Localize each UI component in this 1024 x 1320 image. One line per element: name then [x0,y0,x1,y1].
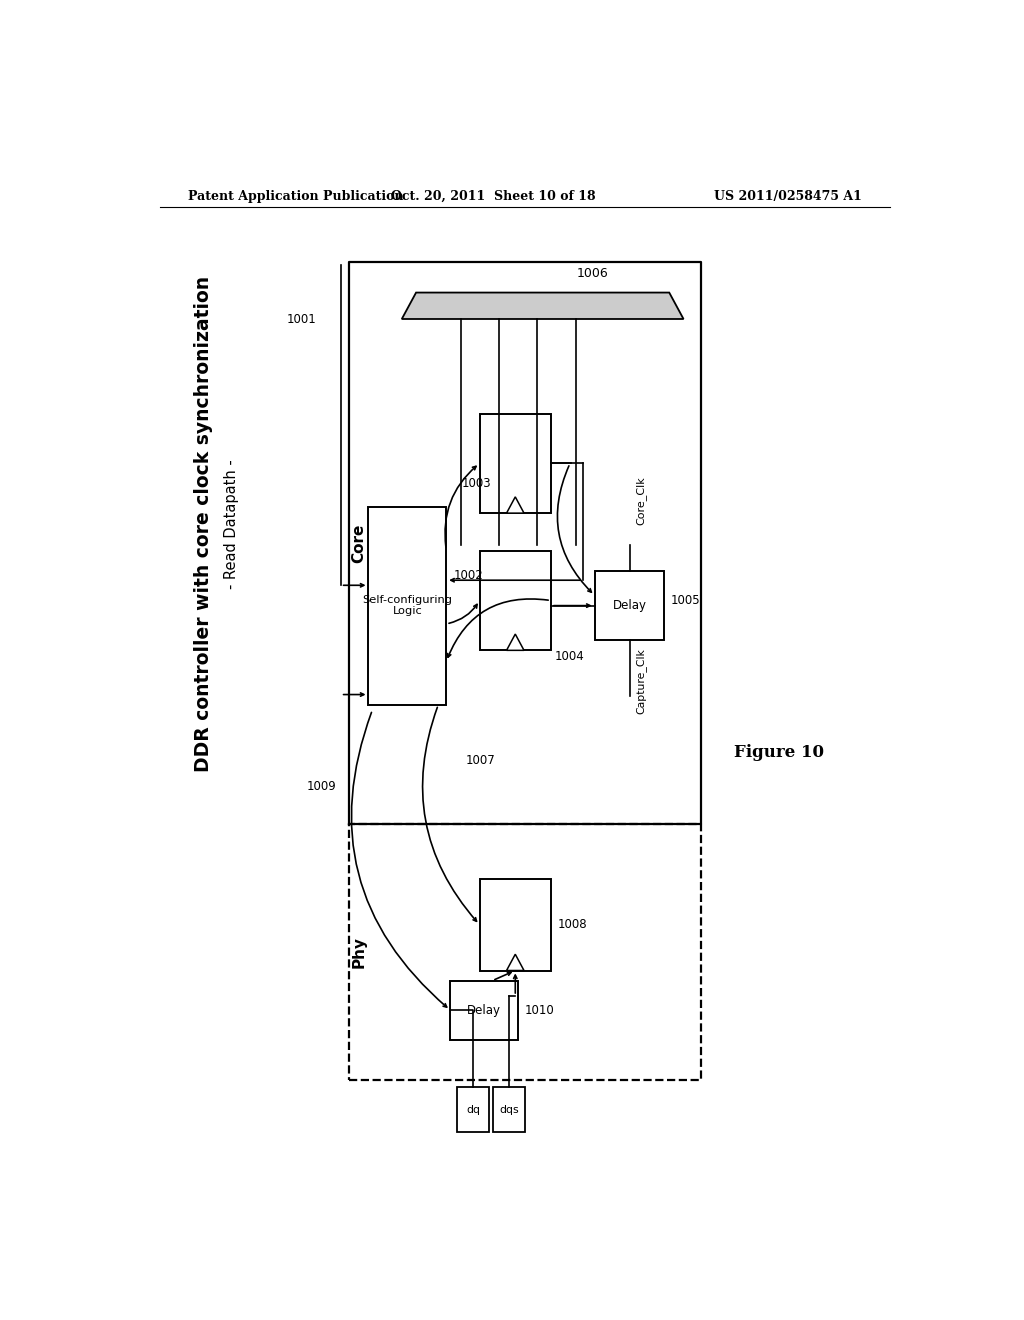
Text: DDR controller with core clock synchronization: DDR controller with core clock synchroni… [194,276,213,772]
Bar [479,550,551,651]
Bar [369,507,446,705]
Text: Oct. 20, 2011  Sheet 10 of 18: Oct. 20, 2011 Sheet 10 of 18 [391,190,595,202]
Text: 1002: 1002 [455,569,484,582]
Text: US 2011/0258475 A1: US 2011/0258475 A1 [714,190,862,202]
Text: Patent Application Publication: Patent Application Publication [187,190,403,202]
Text: - Read Datapath -: - Read Datapath - [223,459,239,589]
Text: dq: dq [466,1105,480,1115]
Text: Figure 10: Figure 10 [734,744,823,762]
Text: dqs: dqs [499,1105,519,1115]
Text: 1008: 1008 [557,919,587,932]
Text: Capture_Clk: Capture_Clk [636,648,647,714]
Text: Core_Clk: Core_Clk [636,477,647,525]
Text: 1004: 1004 [555,649,585,663]
Polygon shape [507,954,524,970]
Bar [595,572,665,640]
Text: Phy: Phy [351,936,367,968]
Polygon shape [507,634,524,651]
Bar [479,413,551,513]
Polygon shape [401,293,684,319]
Text: Delay: Delay [612,599,646,612]
Bar [494,1088,524,1133]
Text: 1001: 1001 [287,313,316,326]
Bar [479,879,551,970]
Text: Core: Core [351,524,367,562]
Text: 1006: 1006 [577,268,608,280]
Polygon shape [507,496,524,513]
Text: 1003: 1003 [462,477,492,490]
Bar [458,1088,489,1133]
Text: 1009: 1009 [307,780,337,792]
Text: 1005: 1005 [671,594,700,607]
Text: 1010: 1010 [524,1003,555,1016]
Text: 1007: 1007 [466,754,496,767]
Text: Delay: Delay [467,1003,502,1016]
Bar [451,981,518,1040]
Text: Self-configuring
Logic: Self-configuring Logic [362,595,453,616]
